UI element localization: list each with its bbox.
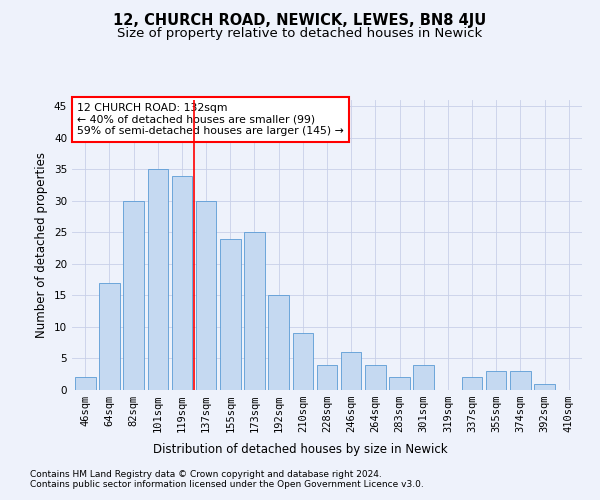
Bar: [196, 201, 217, 390]
Text: Size of property relative to detached houses in Newick: Size of property relative to detached ho…: [118, 28, 482, 40]
Y-axis label: Number of detached properties: Number of detached properties: [35, 152, 49, 338]
Bar: [99, 283, 120, 390]
Bar: [486, 371, 506, 390]
Bar: [510, 371, 530, 390]
Bar: [341, 352, 361, 390]
Bar: [317, 365, 337, 390]
Bar: [148, 170, 168, 390]
Bar: [389, 378, 410, 390]
Text: Contains public sector information licensed under the Open Government Licence v3: Contains public sector information licen…: [30, 480, 424, 489]
Bar: [413, 365, 434, 390]
Text: 12, CHURCH ROAD, NEWICK, LEWES, BN8 4JU: 12, CHURCH ROAD, NEWICK, LEWES, BN8 4JU: [113, 12, 487, 28]
Bar: [365, 365, 386, 390]
Text: 12 CHURCH ROAD: 132sqm
← 40% of detached houses are smaller (99)
59% of semi-det: 12 CHURCH ROAD: 132sqm ← 40% of detached…: [77, 103, 344, 136]
Bar: [462, 378, 482, 390]
Bar: [124, 201, 144, 390]
Text: Distribution of detached houses by size in Newick: Distribution of detached houses by size …: [152, 442, 448, 456]
Bar: [220, 238, 241, 390]
Bar: [244, 232, 265, 390]
Bar: [75, 378, 95, 390]
Bar: [293, 334, 313, 390]
Bar: [268, 296, 289, 390]
Text: Contains HM Land Registry data © Crown copyright and database right 2024.: Contains HM Land Registry data © Crown c…: [30, 470, 382, 479]
Bar: [534, 384, 555, 390]
Bar: [172, 176, 192, 390]
